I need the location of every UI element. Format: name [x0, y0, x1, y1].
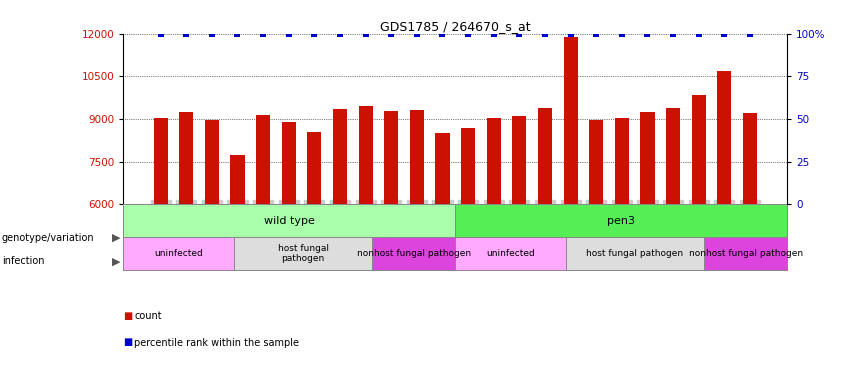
- Bar: [692, 95, 705, 204]
- Bar: [455, 237, 566, 270]
- Point: [180, 31, 193, 37]
- Bar: [455, 204, 787, 237]
- Bar: [358, 106, 373, 204]
- Text: ▶: ▶: [112, 233, 121, 243]
- Bar: [373, 237, 455, 270]
- Point: [334, 31, 347, 37]
- Point: [666, 31, 680, 37]
- Text: wild type: wild type: [264, 216, 315, 226]
- Text: ■: ■: [123, 338, 133, 348]
- Text: infection: infection: [2, 256, 44, 266]
- Point: [231, 31, 244, 37]
- Text: ▶: ▶: [112, 256, 121, 266]
- Text: uninfected: uninfected: [486, 249, 535, 258]
- Bar: [717, 71, 731, 204]
- Bar: [641, 112, 654, 204]
- Bar: [487, 118, 500, 204]
- Bar: [614, 118, 629, 204]
- Bar: [566, 237, 704, 270]
- Point: [512, 31, 526, 37]
- Point: [563, 31, 577, 37]
- Point: [590, 31, 603, 37]
- Point: [282, 31, 295, 37]
- Text: genotype/variation: genotype/variation: [2, 233, 94, 243]
- Bar: [538, 108, 552, 204]
- Point: [436, 31, 449, 37]
- Text: uninfected: uninfected: [154, 249, 203, 258]
- Bar: [234, 237, 373, 270]
- Point: [538, 31, 551, 37]
- Text: host fungal
pathogen: host fungal pathogen: [277, 244, 328, 263]
- Point: [641, 31, 654, 37]
- Point: [487, 31, 500, 37]
- Point: [359, 31, 373, 37]
- Bar: [410, 110, 424, 204]
- Bar: [333, 108, 347, 204]
- Point: [385, 31, 398, 37]
- Bar: [153, 118, 168, 204]
- Point: [717, 31, 731, 37]
- Text: host fungal pathogen: host fungal pathogen: [586, 249, 683, 258]
- Bar: [512, 116, 527, 204]
- Text: percentile rank within the sample: percentile rank within the sample: [134, 338, 300, 348]
- Bar: [563, 37, 578, 204]
- Bar: [589, 120, 603, 204]
- Text: pen3: pen3: [608, 216, 635, 226]
- Point: [615, 31, 629, 37]
- Text: ■: ■: [123, 311, 133, 321]
- Bar: [384, 111, 398, 204]
- Point: [461, 31, 475, 37]
- Bar: [743, 113, 757, 204]
- Bar: [180, 112, 193, 204]
- Bar: [666, 108, 680, 204]
- Text: count: count: [134, 311, 162, 321]
- Point: [256, 31, 270, 37]
- Text: nonhost fungal pathogen: nonhost fungal pathogen: [688, 249, 802, 258]
- Point: [307, 31, 321, 37]
- Bar: [461, 128, 475, 204]
- Bar: [282, 122, 296, 204]
- Title: GDS1785 / 264670_s_at: GDS1785 / 264670_s_at: [380, 20, 530, 33]
- Bar: [231, 154, 244, 204]
- Point: [743, 31, 757, 37]
- Bar: [123, 204, 455, 237]
- Point: [410, 31, 424, 37]
- Point: [692, 31, 705, 37]
- Bar: [256, 116, 270, 204]
- Bar: [205, 120, 219, 204]
- Bar: [307, 132, 322, 204]
- Bar: [705, 237, 787, 270]
- Point: [205, 31, 219, 37]
- Bar: [123, 237, 234, 270]
- Text: nonhost fungal pathogen: nonhost fungal pathogen: [357, 249, 471, 258]
- Point: [154, 31, 168, 37]
- Bar: [436, 133, 449, 204]
